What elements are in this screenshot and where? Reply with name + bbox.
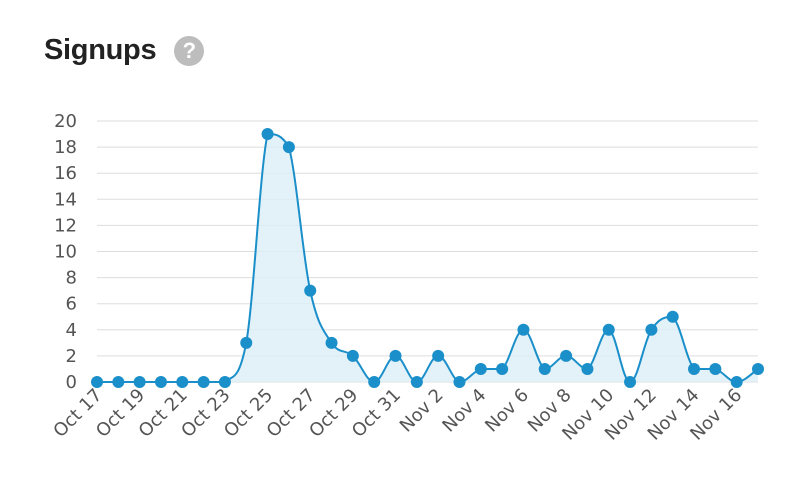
data-point[interactable] [197,376,210,388]
data-point[interactable] [176,376,189,388]
y-tick-label: 12 [54,215,77,236]
data-point[interactable] [624,376,637,388]
chart-title: Signups [44,34,157,66]
x-tick-label: Nov 2 [396,385,448,437]
data-point[interactable] [154,376,167,388]
grid-lines [97,120,758,383]
y-tick-label: 14 [54,189,77,210]
data-point[interactable] [133,376,146,388]
chart-header: Signups ? [44,34,205,67]
data-point[interactable] [709,362,722,375]
data-point[interactable] [688,362,701,375]
data-point[interactable] [666,310,679,323]
data-point[interactable] [602,323,615,336]
y-tick-label: 8 [66,268,77,289]
data-point[interactable] [389,349,402,362]
data-point[interactable] [645,323,658,336]
data-point[interactable] [453,376,466,388]
y-tick-label: 2 [66,346,77,367]
y-tick-label: 10 [54,242,77,263]
data-point[interactable] [304,284,317,297]
data-point[interactable] [581,362,594,375]
data-point[interactable] [261,128,274,141]
x-tick-label: Oct 31 [348,385,405,442]
x-tick-label: Nov 4 [439,385,491,437]
x-tick-label: Nov 6 [481,385,533,437]
data-point[interactable] [752,362,764,375]
data-point[interactable] [560,349,573,362]
y-tick-label: 20 [54,111,77,132]
y-tick-label: 4 [66,320,77,341]
data-point[interactable] [112,376,125,388]
y-tick-label: 6 [66,294,77,315]
data-point[interactable] [240,336,253,349]
y-tick-label: 0 [66,372,77,393]
data-point[interactable] [496,362,509,375]
data-point[interactable] [730,376,743,388]
data-point[interactable] [282,141,295,154]
data-point[interactable] [432,349,445,362]
y-tick-label: 18 [54,137,77,158]
data-point[interactable] [410,376,423,388]
y-axis-ticks: 0 2 4 6 8 10 12 14 16 18 20 [54,111,77,393]
data-point[interactable] [325,336,338,349]
data-point[interactable] [218,376,231,388]
data-point[interactable] [474,362,487,375]
data-point[interactable] [346,349,359,362]
series-points [91,128,764,388]
help-icon[interactable]: ? [174,35,205,66]
data-point[interactable] [538,362,551,375]
y-tick-label: 16 [54,163,77,184]
data-point[interactable] [91,376,103,388]
series-area [97,134,758,382]
data-point[interactable] [517,323,530,336]
data-point[interactable] [368,376,381,388]
